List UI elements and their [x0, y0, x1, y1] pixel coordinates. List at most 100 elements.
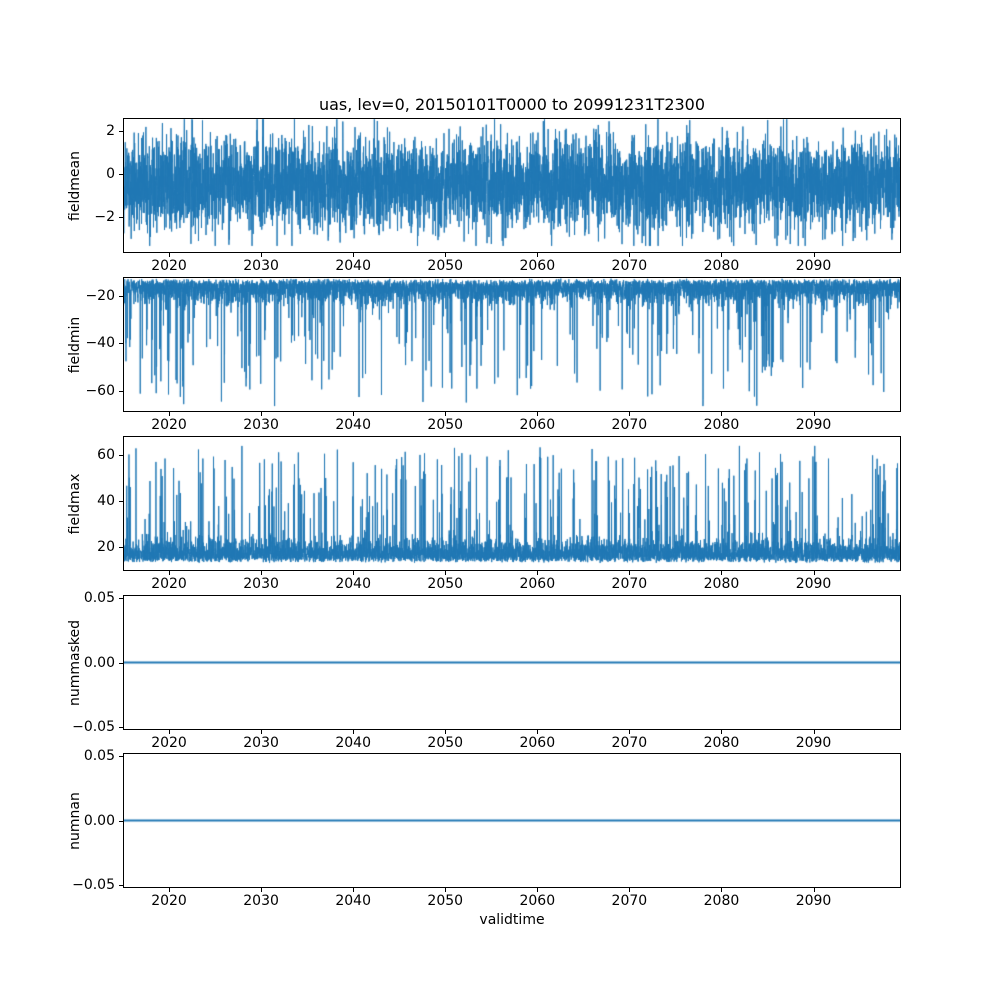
- subplot-fieldmean: fieldmean 2 0 −2 2020 2030 2040 2050 2060 2070 20…: [67, 118, 901, 273]
- x-tick-label: 2040: [335, 417, 371, 433]
- x-tick-label: 2090: [795, 893, 832, 909]
- y-tick-mark: [119, 455, 123, 457]
- x-tick-label: 2030: [243, 576, 279, 592]
- x-tick-mark: [353, 412, 355, 416]
- y-tick-label: 0.00: [83, 812, 115, 829]
- y-tick-mark: [119, 726, 123, 728]
- x-tick-mark: [813, 888, 815, 892]
- x-tick-mark: [537, 412, 539, 416]
- x-tick-label: 2050: [427, 893, 464, 909]
- x-tick-mark: [537, 888, 539, 892]
- y-tick-mark: [119, 884, 123, 886]
- y-axis-label-numnan: numnan: [67, 791, 83, 850]
- x-tick-mark: [445, 253, 447, 257]
- y-tick-mark: [119, 501, 123, 503]
- y-tick-mark: [119, 547, 123, 549]
- x-tick-mark: [169, 412, 171, 416]
- x-tick-label: 2060: [519, 258, 556, 274]
- y-tick-label: 2: [106, 122, 115, 139]
- x-tick-label: 2040: [335, 735, 371, 751]
- fieldmax-trace-canvas: [123, 436, 901, 571]
- x-tick-mark: [445, 412, 447, 416]
- x-tick-mark: [445, 888, 447, 892]
- x-tick-label: 2070: [611, 735, 648, 751]
- x-tick-label: 2030: [243, 258, 279, 274]
- x-tick-mark: [169, 253, 171, 257]
- x-tick-mark: [813, 412, 815, 416]
- y-axis-label-fieldmean: fieldmean: [67, 150, 83, 221]
- x-tick-label: 2060: [519, 576, 556, 592]
- x-tick-mark: [261, 888, 263, 892]
- y-tick-mark: [119, 216, 123, 218]
- x-tick-label: 2040: [335, 576, 371, 592]
- y-tick-label: 0: [106, 165, 115, 182]
- x-tick-mark: [169, 888, 171, 892]
- x-tick-mark: [353, 730, 355, 734]
- x-tick-label: 2020: [151, 417, 187, 433]
- x-tick-mark: [721, 888, 723, 892]
- y-tick-mark: [119, 295, 123, 297]
- y-tick-label: −20: [85, 287, 115, 304]
- y-axis-label-fieldmin: fieldmin: [67, 316, 83, 373]
- x-tick-mark: [813, 253, 815, 257]
- y-tick-label: 0.00: [83, 654, 115, 671]
- y-tick-label: −60: [85, 382, 115, 399]
- x-tick-mark: [261, 571, 263, 575]
- x-tick-label: 2020: [151, 258, 187, 274]
- figure-title: uas, lev=0, 20150101T0000 to 20991231T23…: [318, 95, 706, 114]
- y-axis-label-fieldmax: fieldmax: [67, 473, 83, 534]
- x-tick-mark: [353, 253, 355, 257]
- y-tick-mark: [119, 756, 123, 758]
- x-tick-label: 2070: [611, 893, 648, 909]
- x-tick-label: 2060: [519, 893, 556, 909]
- x-tick-label: 2090: [795, 735, 832, 751]
- x-tick-label: 2030: [243, 417, 279, 433]
- y-tick-label: 60: [97, 447, 115, 464]
- y-tick-label: 0.05: [83, 748, 115, 765]
- x-tick-mark: [261, 253, 263, 257]
- x-tick-label: 2070: [611, 258, 648, 274]
- x-tick-mark: [629, 888, 631, 892]
- x-tick-mark: [261, 730, 263, 734]
- x-tick-mark: [629, 571, 631, 575]
- y-tick-mark: [119, 173, 123, 175]
- x-tick-label: 2090: [795, 417, 832, 433]
- x-tick-mark: [629, 730, 631, 734]
- y-tick-label: 40: [97, 493, 115, 510]
- x-tick-label: 2090: [795, 576, 832, 592]
- fieldmean-trace-canvas: [123, 118, 901, 253]
- x-tick-label: 2020: [151, 735, 187, 751]
- x-tick-mark: [721, 253, 723, 257]
- x-tick-mark: [169, 730, 171, 734]
- y-tick-mark: [119, 343, 123, 345]
- x-tick-label: 2020: [151, 893, 187, 909]
- x-tick-mark: [721, 730, 723, 734]
- x-tick-mark: [353, 888, 355, 892]
- x-tick-label: 2060: [519, 417, 556, 433]
- x-tick-label: 2070: [611, 417, 648, 433]
- y-tick-mark: [119, 390, 123, 392]
- x-tick-mark: [537, 253, 539, 257]
- x-tick-label: 2050: [427, 576, 464, 592]
- x-tick-label: 2050: [427, 258, 464, 274]
- x-tick-mark: [445, 730, 447, 734]
- x-tick-mark: [813, 571, 815, 575]
- subplot-fieldmax: fieldmax 60 40 20 2020 2030 2040 2050 2060 2070 2…: [67, 436, 901, 591]
- x-tick-mark: [261, 412, 263, 416]
- x-tick-mark: [445, 571, 447, 575]
- x-tick-label: 2070: [611, 576, 648, 592]
- x-axis-label: validtime: [479, 912, 545, 928]
- x-tick-label: 2030: [243, 735, 279, 751]
- x-tick-mark: [813, 730, 815, 734]
- x-tick-label: 2080: [703, 258, 740, 274]
- x-tick-label: 2050: [427, 417, 464, 433]
- x-tick-label: 2080: [703, 576, 740, 592]
- x-tick-label: 2080: [703, 417, 740, 433]
- x-tick-mark: [721, 571, 723, 575]
- y-tick-mark: [119, 820, 123, 822]
- x-tick-label: 2040: [335, 258, 371, 274]
- x-tick-mark: [169, 571, 171, 575]
- x-tick-mark: [721, 412, 723, 416]
- fieldmin-trace-canvas: [123, 277, 901, 412]
